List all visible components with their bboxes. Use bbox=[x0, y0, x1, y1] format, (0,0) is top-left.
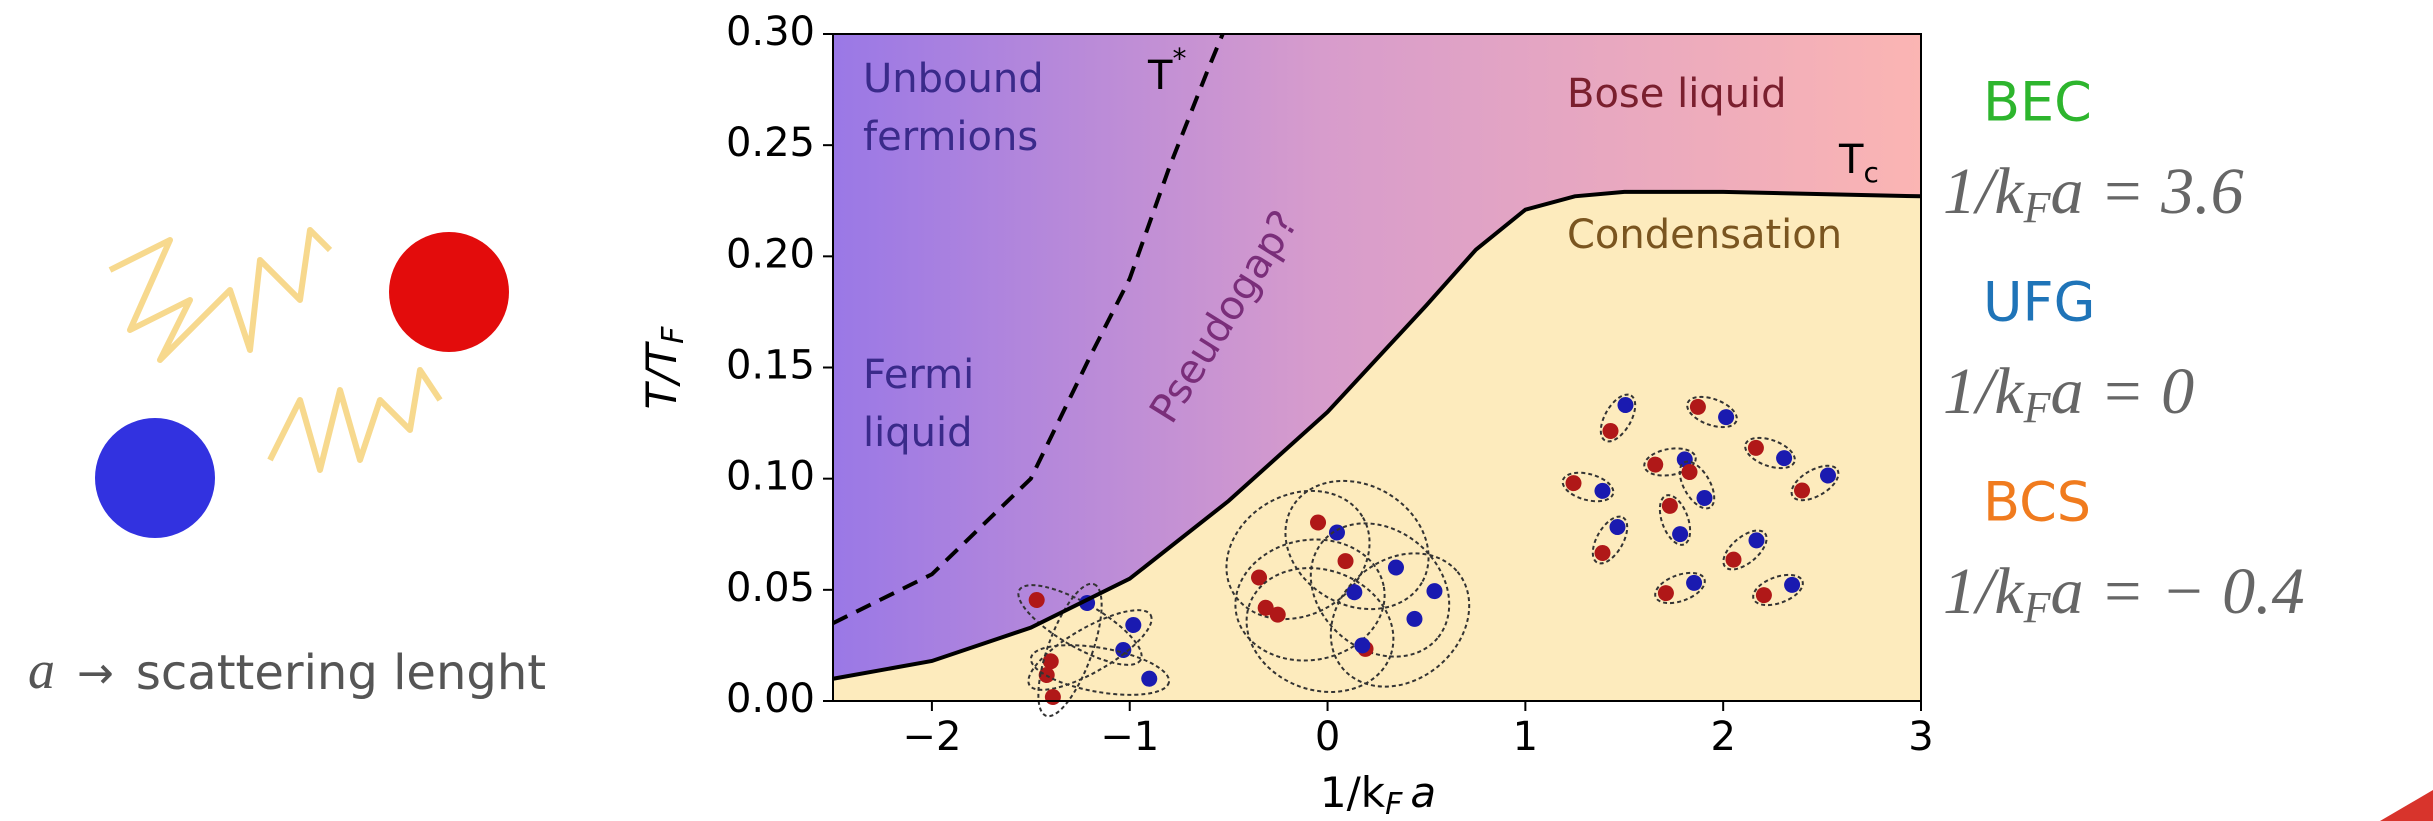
interaction-squiggle bbox=[270, 370, 440, 470]
regime-formula: 1/kFa = 3.6 bbox=[1943, 155, 2244, 232]
y-tick-label: 0.15 bbox=[726, 343, 815, 389]
formula-sub: F bbox=[2023, 183, 2052, 232]
fermion-blue bbox=[95, 418, 215, 538]
y-tick-label: 0.20 bbox=[726, 231, 815, 277]
regime-name: UFG bbox=[1983, 271, 2095, 334]
caption-arrow: → bbox=[77, 648, 114, 699]
corner-decoration bbox=[2380, 790, 2433, 821]
curve-label-sub: c bbox=[1863, 156, 1878, 189]
y-tick-label: 0.25 bbox=[726, 120, 815, 166]
slide: a → scattering lenght 0.00 0.05 0.10 0.15 0.20… bbox=[0, 0, 2433, 821]
y-tick-label: 0.05 bbox=[726, 565, 815, 611]
y-axis-label: T/TF bbox=[637, 326, 691, 409]
curve-label-main: T bbox=[1147, 53, 1173, 99]
x-label-end: a bbox=[1410, 768, 1436, 817]
x-tick-label: 1 bbox=[1513, 714, 1538, 760]
curve-label-sup: * bbox=[1172, 42, 1186, 75]
x-tick-label: 2 bbox=[1710, 714, 1735, 760]
curve-label-main: T bbox=[1838, 137, 1864, 183]
formula-sub: F bbox=[2023, 583, 2052, 632]
region-label-line: Condensation bbox=[1567, 212, 1842, 258]
regime-formula: 1/kFa = − 0.4 bbox=[1943, 555, 2305, 632]
formula-main: 1/k bbox=[1943, 155, 2025, 228]
y-label-sub: F bbox=[656, 326, 691, 344]
x-tick-label: 0 bbox=[1315, 714, 1340, 760]
y-tick-label: 0.30 bbox=[726, 9, 815, 55]
region-label: Condensation bbox=[1567, 212, 1842, 258]
fermion-red bbox=[389, 232, 509, 352]
page: a → scattering lenght 0.00 0.05 0.10 0.15 0.20… bbox=[0, 0, 2433, 821]
caption-symbol: a bbox=[28, 640, 55, 700]
interaction-squiggle bbox=[110, 230, 330, 360]
regimes: BEC1/kFa = 3.6UFG1/kFa = 0BCS1/kFa = − 0… bbox=[1943, 71, 2305, 632]
formula-main: 1/k bbox=[1943, 555, 2025, 628]
x-tick-label: −1 bbox=[1100, 714, 1159, 760]
regime-name: BEC bbox=[1983, 71, 2092, 134]
region-label-line: Fermi bbox=[863, 352, 974, 398]
region-label-line: Unbound bbox=[863, 56, 1044, 102]
caption-text: scattering lenght bbox=[136, 645, 546, 701]
x-tick-label: 3 bbox=[1908, 714, 1933, 760]
region-label-line: liquid bbox=[863, 410, 972, 456]
formula-end: a = 3.6 bbox=[2051, 155, 2244, 228]
x-label-main: 1/k bbox=[1320, 768, 1386, 817]
y-tick-label: 0.10 bbox=[726, 454, 815, 500]
formula-end: a = − 0.4 bbox=[2051, 555, 2305, 628]
caption: a → scattering lenght bbox=[28, 640, 546, 701]
formula-sub: F bbox=[2023, 383, 2052, 432]
regime-formula: 1/kFa = 0 bbox=[1943, 355, 2194, 432]
y-label-main: T/T bbox=[637, 341, 686, 410]
region-label-line: fermions bbox=[863, 114, 1038, 160]
region-label: Bose liquid bbox=[1567, 71, 1787, 117]
y-tick-label: 0.00 bbox=[726, 676, 815, 722]
x-label-sub: F bbox=[1385, 787, 1403, 821]
regime-name: BCS bbox=[1983, 471, 2091, 534]
x-tick-label: −2 bbox=[902, 714, 961, 760]
region-label-line: Bose liquid bbox=[1567, 71, 1787, 117]
formula-end: a = 0 bbox=[2051, 355, 2195, 428]
formula-main: 1/k bbox=[1943, 355, 2025, 428]
